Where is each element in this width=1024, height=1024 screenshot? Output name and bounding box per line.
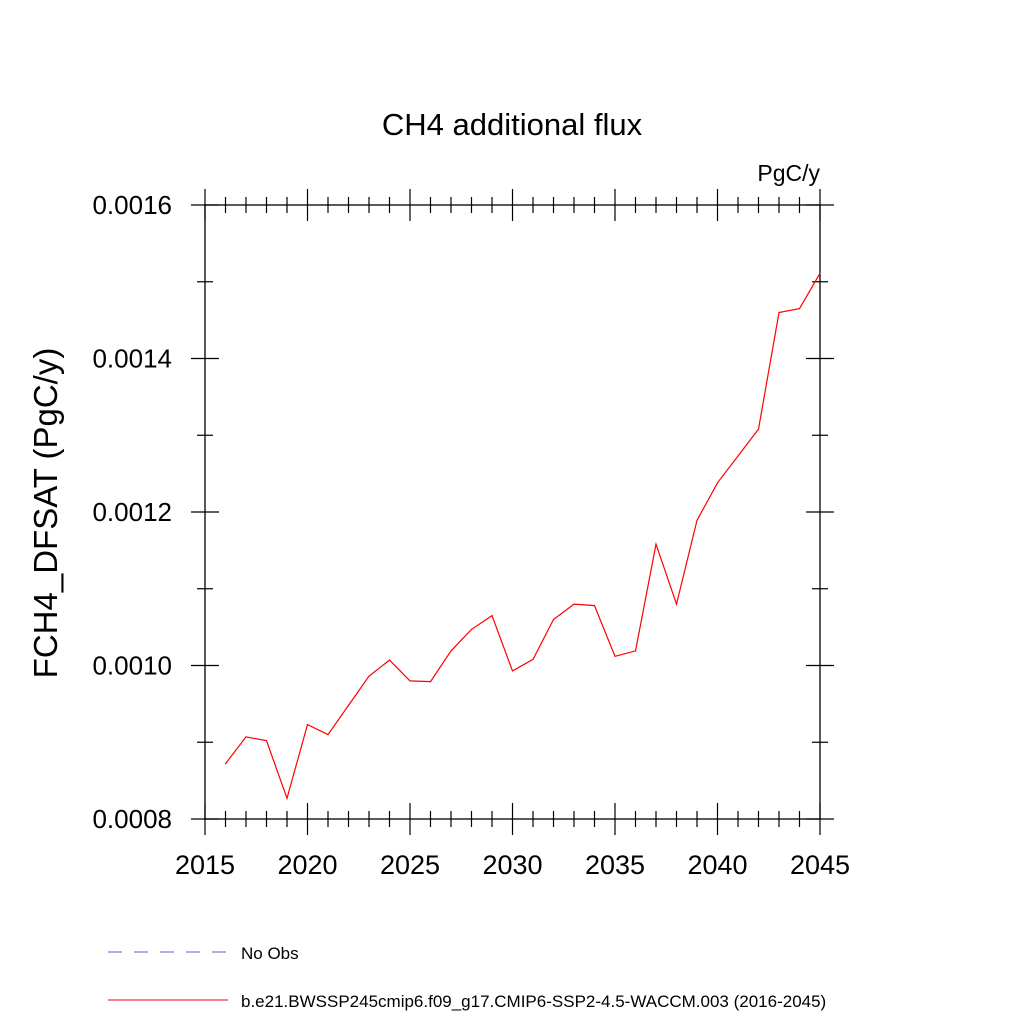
y-tick-label: 0.0008 <box>92 804 172 834</box>
data-point <box>429 681 432 683</box>
y-tick-label: 0.0012 <box>92 497 172 527</box>
chart-title: CH4 additional flux <box>382 107 643 142</box>
data-point <box>696 519 698 522</box>
y-tick-label: 0.0016 <box>92 190 172 220</box>
y-axis-label: FCH4_DFSAT (PgC/y) <box>27 348 64 679</box>
data-point <box>388 659 391 661</box>
legend-label: No Obs <box>241 944 299 963</box>
data-point <box>819 272 821 274</box>
data-point <box>368 675 370 677</box>
data-point <box>347 704 350 707</box>
data-point <box>470 628 473 631</box>
data-point <box>450 650 452 652</box>
data-point <box>327 733 329 736</box>
data-point <box>614 655 616 657</box>
series-line <box>225 272 821 801</box>
data-point <box>634 650 637 652</box>
x-tick-label: 2020 <box>277 850 337 880</box>
units-label: PgC/y <box>757 160 820 186</box>
data-point <box>224 763 227 765</box>
data-point <box>409 680 411 682</box>
data-point <box>798 308 801 310</box>
x-tick-label: 2015 <box>175 850 235 880</box>
x-tick-labels: 2015 2020 2025 2030 2035 2040 2045 <box>175 850 850 880</box>
legend: No Obs b.e21.BWSSP245cmip6.f09_g17.CMIP6-… <box>108 944 826 1011</box>
data-point <box>593 605 596 607</box>
data-point <box>778 311 780 314</box>
data-point <box>491 615 493 617</box>
y-tick-label: 0.0014 <box>92 344 172 374</box>
data-point <box>573 603 575 605</box>
data-point <box>552 618 555 621</box>
x-tick-label: 2030 <box>482 850 542 880</box>
y-tick-labels: 0.0008 0.0010 0.0012 0.0014 0.0016 <box>92 190 172 834</box>
plot-frame <box>204 204 821 820</box>
data-point <box>245 736 247 738</box>
series-group <box>224 272 821 801</box>
x-tick-label: 2040 <box>687 850 747 880</box>
y-tick-label: 0.0010 <box>92 651 172 681</box>
data-point <box>306 723 309 726</box>
x-tick-label: 2035 <box>585 850 645 880</box>
data-point <box>655 543 657 545</box>
data-point <box>532 658 534 660</box>
data-point <box>265 740 268 742</box>
data-point <box>716 482 719 484</box>
legend-label: b.e21.BWSSP245cmip6.f09_g17.CMIP6-SSP2-4… <box>241 992 826 1011</box>
data-point <box>286 797 288 799</box>
data-point <box>737 455 739 457</box>
data-point <box>511 670 514 672</box>
x-tick-label: 2045 <box>790 850 850 880</box>
data-point <box>675 603 678 605</box>
axis-ticks <box>191 189 834 835</box>
data-point <box>757 428 760 430</box>
x-tick-label: 2025 <box>380 850 440 880</box>
